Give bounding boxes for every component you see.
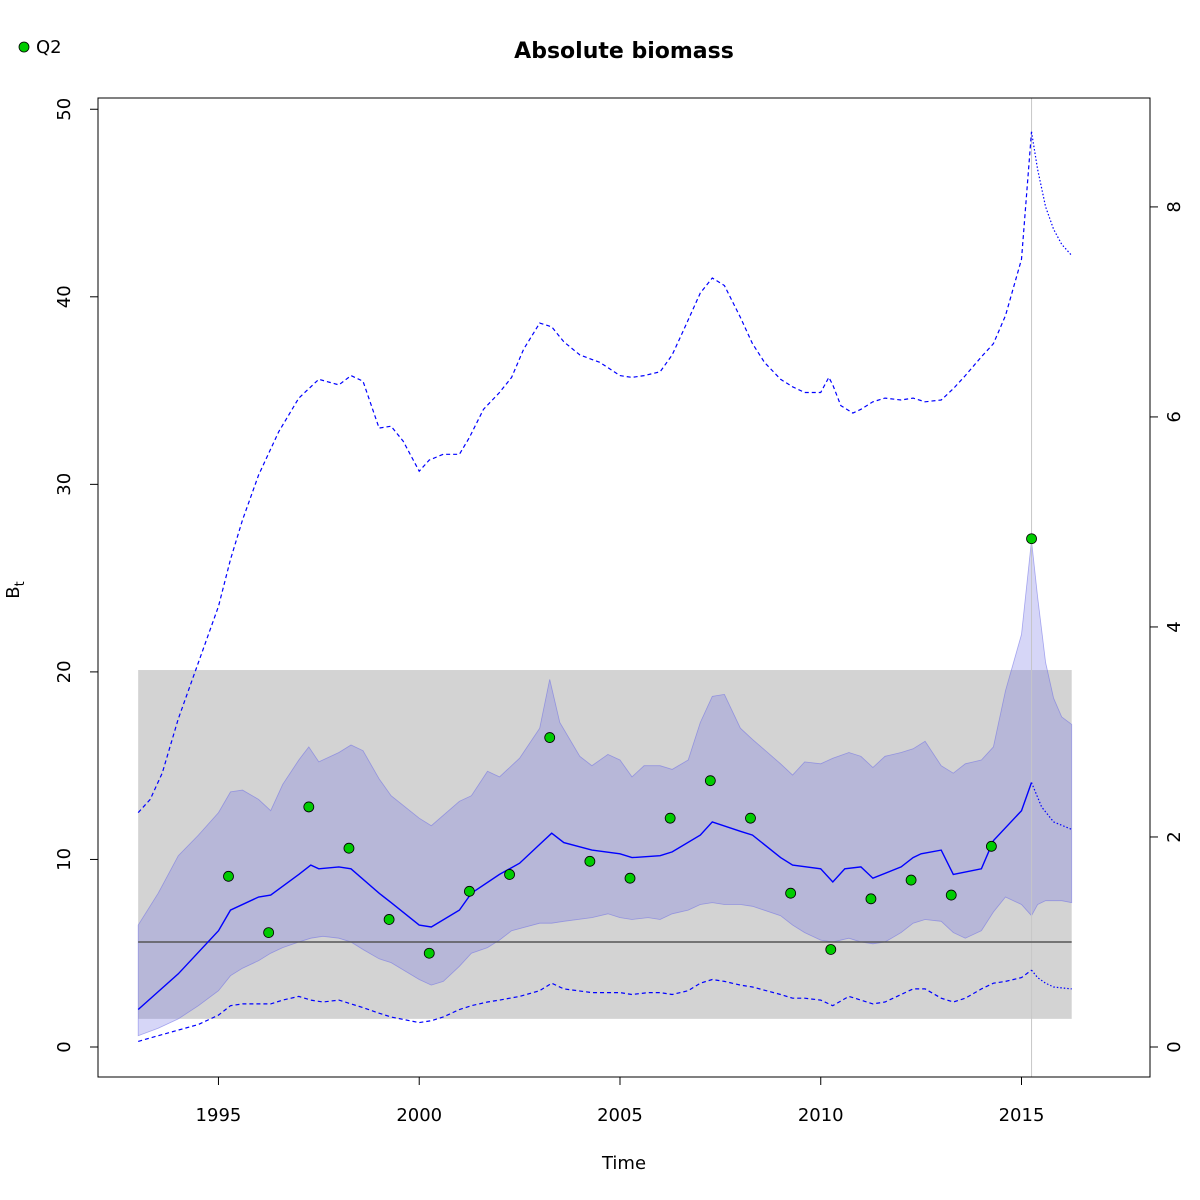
- y-axis-label: Bt: [3, 581, 28, 598]
- y-tick-label: 10: [54, 848, 75, 871]
- legend-marker-q2: [18, 41, 30, 53]
- data-point-q2: [745, 812, 756, 824]
- data-point-q2: [423, 947, 435, 959]
- data-point-q2: [865, 893, 877, 905]
- data-point-q2: [263, 927, 275, 938]
- y-axis-label-main: B: [3, 586, 24, 598]
- x-axis-label: Time: [601, 1153, 646, 1174]
- data-point-q2: [383, 914, 395, 925]
- y-tick-label: 40: [54, 285, 75, 308]
- y2-tick-label: 6: [1164, 411, 1185, 422]
- estimate-line: [137, 782, 1033, 1011]
- data-point-q2: [504, 869, 515, 880]
- prediction-band: [1031, 540, 1073, 916]
- ci-lower-dashed-line: [138, 969, 1032, 1042]
- data-point-q2: [464, 885, 475, 897]
- x-tick-label: 2015: [999, 1105, 1045, 1126]
- data-point-q2: [544, 732, 556, 743]
- x-tick-label: 1995: [196, 1105, 242, 1126]
- data-point-q2: [343, 842, 355, 854]
- data-point-q2: [223, 870, 234, 882]
- x-tick-label: 2005: [597, 1105, 643, 1126]
- data-point-q2: [825, 944, 837, 955]
- y2-tick-label: 0: [1164, 1041, 1185, 1052]
- y2-tick-label: 2: [1164, 831, 1185, 842]
- data-point-q2: [664, 812, 676, 824]
- y2-tick-label: 8: [1164, 201, 1185, 212]
- data-point-q2: [985, 840, 997, 852]
- bmsy-band: [138, 670, 1072, 1019]
- bands-layer: [137, 540, 1073, 1037]
- prediction-line: [1030, 782, 1072, 830]
- x-tick-label: 2010: [798, 1105, 844, 1126]
- data-point-q2: [584, 855, 596, 867]
- y-tick-label: 50: [54, 98, 75, 121]
- legend-label-q2: Q2: [36, 37, 62, 58]
- legend: Q2: [18, 37, 62, 58]
- ci-upper-dotted-line: [1030, 131, 1073, 256]
- y2-tick-label: 4: [1164, 621, 1185, 632]
- data-point-q2: [905, 874, 917, 886]
- points-layer: [223, 533, 1037, 959]
- data-point-q2: [785, 887, 797, 899]
- axes-layer: 1995 2000 2005 2010 2015 0 10 20 30 40 50 0 2 4 6 8: [54, 98, 1185, 1126]
- lines-layer: [137, 98, 1073, 1077]
- data-point-q2: [1026, 533, 1037, 545]
- y-tick-label: 0: [54, 1041, 75, 1052]
- ci-lower-dotted-line: [1031, 969, 1072, 990]
- ci-upper-dashed-line: [137, 131, 1033, 814]
- data-point-q2: [303, 801, 315, 813]
- data-point-q2: [704, 775, 716, 787]
- data-point-q2: [624, 872, 636, 884]
- data-point-q2: [945, 889, 957, 901]
- chart-title: Absolute biomass: [514, 39, 734, 64]
- y-tick-label: 30: [54, 473, 75, 496]
- x-tick-label: 2000: [396, 1105, 442, 1126]
- y-axis-label-sub: t: [13, 581, 28, 586]
- y-tick-label: 20: [54, 660, 75, 683]
